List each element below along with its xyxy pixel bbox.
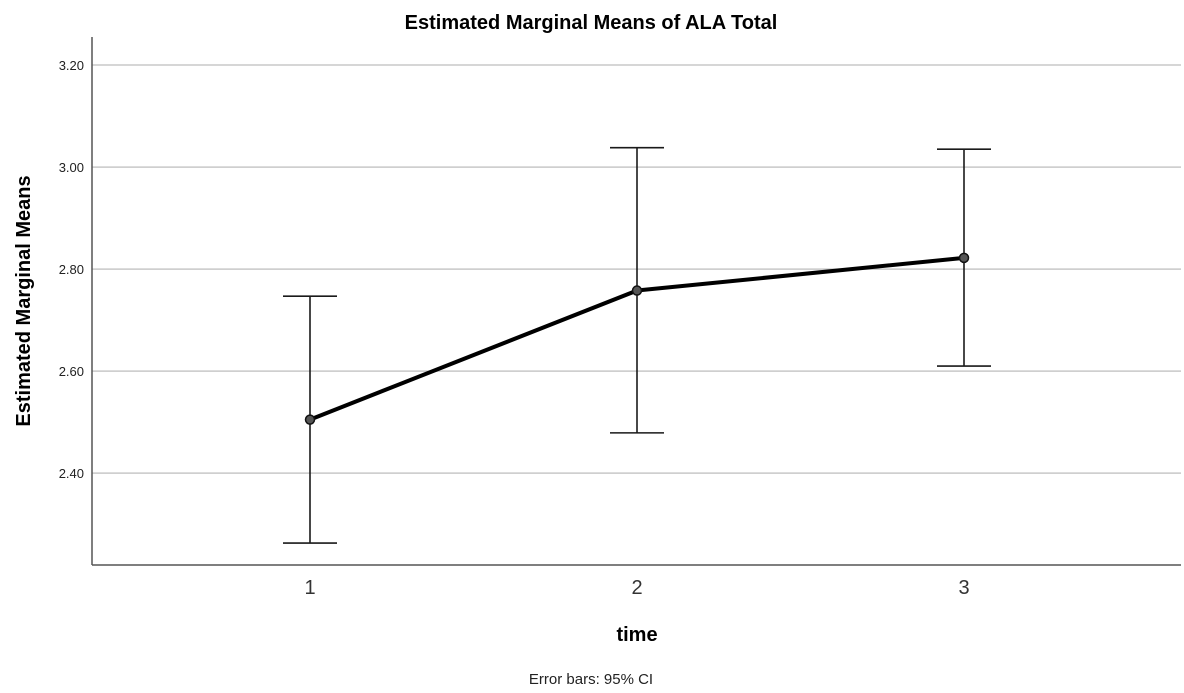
y-tick-labels: 2.40 2.60 2.80 3.00 3.20 (59, 58, 84, 481)
x-axis-title: time (616, 624, 657, 646)
error-bars (283, 146, 991, 544)
data-point (631, 285, 643, 296)
x-tick-label: 1 (304, 577, 315, 599)
data-point (958, 252, 970, 264)
y-axis-title: Estimated Marginal Means (13, 175, 35, 426)
x-tick-labels: 1 2 3 (304, 577, 969, 599)
y-tick-label: 3.20 (59, 58, 84, 73)
y-tick-label: 2.80 (59, 262, 84, 277)
x-tick-label: 2 (631, 577, 642, 599)
chart-title: Estimated Marginal Means of ALA Total (405, 12, 778, 34)
y-tick-label: 2.60 (59, 364, 84, 379)
error-bar-note: Error bars: 95% CI (529, 671, 653, 688)
x-tick-label: 3 (958, 577, 969, 599)
y-tick-label: 3.00 (59, 160, 84, 175)
data-points (304, 252, 970, 425)
data-point (304, 414, 316, 425)
y-tick-label: 2.40 (59, 466, 84, 481)
